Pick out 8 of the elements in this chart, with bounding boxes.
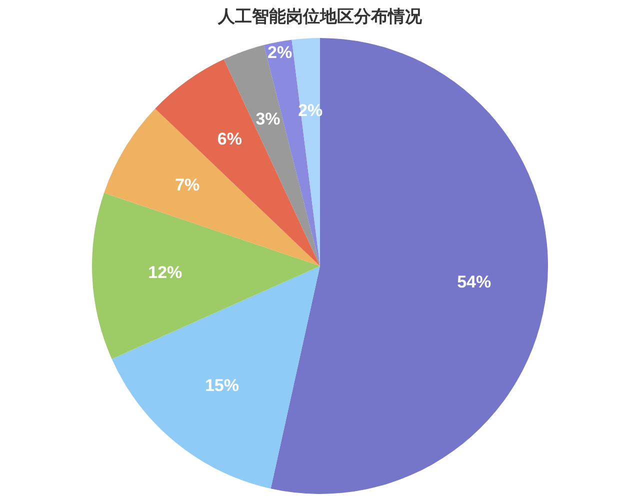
data-label: 15%	[204, 376, 240, 395]
data-label: 7%	[175, 175, 200, 194]
data-label: 6%	[217, 130, 242, 149]
data-label: 2%	[268, 42, 292, 62]
data-label: 3%	[256, 110, 280, 129]
chart-title: 人工智能岗位地区分布情况	[216, 6, 423, 29]
data-label: 12%	[148, 262, 182, 282]
data-label: 54%	[457, 272, 492, 292]
